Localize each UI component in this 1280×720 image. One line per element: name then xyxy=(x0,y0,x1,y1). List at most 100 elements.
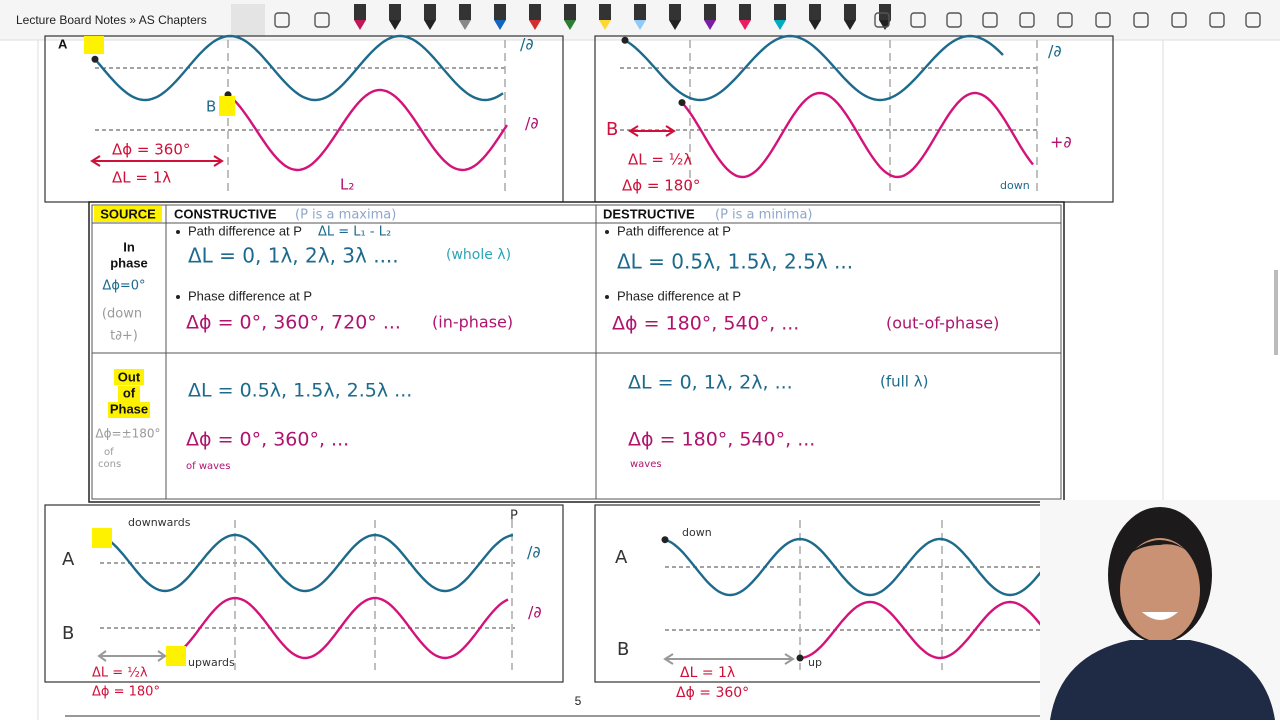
cell-text: Phase difference at P xyxy=(188,288,312,303)
cell-text: Δϕ = 0°, 360°, 720° ... xyxy=(186,312,401,334)
label: B xyxy=(62,623,74,644)
wave xyxy=(624,34,1004,102)
scrollbar[interactable] xyxy=(1274,270,1278,355)
pen-body xyxy=(774,4,786,20)
icon xyxy=(910,12,926,28)
label: ΔL = 1λ xyxy=(680,665,735,681)
label: +∂ xyxy=(1050,133,1072,152)
label: L₂ xyxy=(340,176,354,194)
pen-tool[interactable] xyxy=(669,4,681,30)
toolbar-button[interactable] xyxy=(1057,12,1073,28)
pen-body xyxy=(424,4,436,20)
icon xyxy=(314,12,330,28)
cell-text: Path difference at P xyxy=(188,223,302,238)
pen-tip xyxy=(634,20,646,30)
table-header: CONSTRUCTIVE xyxy=(174,206,277,221)
label: A xyxy=(58,36,68,51)
label: Δϕ = 360° xyxy=(676,685,749,701)
pen-tool[interactable] xyxy=(564,4,576,30)
pen-tip xyxy=(424,20,436,30)
wave xyxy=(101,533,514,593)
icon xyxy=(1171,12,1187,28)
pen-tip xyxy=(704,20,716,30)
toolbar-button[interactable] xyxy=(874,12,890,28)
row-label: of xyxy=(123,385,136,400)
row-note: of xyxy=(104,447,114,458)
wave xyxy=(681,91,1034,179)
pen-tip xyxy=(599,20,611,30)
pen-tool[interactable] xyxy=(809,4,821,30)
label: A xyxy=(62,549,75,570)
toolbar-button[interactable] xyxy=(1245,12,1261,28)
pen-body xyxy=(739,4,751,20)
label: /∂ xyxy=(520,35,534,54)
toolbar-button[interactable] xyxy=(314,12,330,28)
pen-body xyxy=(879,4,891,20)
comparison-table: SOURCE CONSTRUCTIVE (P is a maxima) DEST… xyxy=(88,201,1065,503)
pen-body xyxy=(389,4,401,20)
row-note: t∂+) xyxy=(110,329,138,344)
table-note: (P is a minima) xyxy=(715,208,813,223)
cell-text: waves xyxy=(630,459,662,470)
table-header: DESTRUCTIVE xyxy=(603,206,695,221)
pen-tool[interactable] xyxy=(529,4,541,30)
cell-text: Δϕ = 180°, 540°, ... xyxy=(628,429,815,451)
toolbar-button[interactable] xyxy=(274,12,290,28)
pen-body xyxy=(564,4,576,20)
pen-body xyxy=(599,4,611,20)
wave xyxy=(174,596,509,660)
icon xyxy=(1019,12,1035,28)
pen-tip xyxy=(389,20,401,30)
label: B xyxy=(606,119,618,140)
label: ΔL = ½λ xyxy=(92,666,148,681)
pen-tip xyxy=(844,20,856,30)
pen-tool[interactable] xyxy=(459,4,471,30)
pen-body xyxy=(634,4,646,20)
pen-body xyxy=(494,4,506,20)
icon xyxy=(946,12,962,28)
wave-dot xyxy=(796,654,804,662)
table-note: (P is a maxima) xyxy=(295,208,396,223)
toolbar-button[interactable] xyxy=(910,12,926,28)
pen-tool[interactable] xyxy=(354,4,366,30)
cell-text: Phase difference at P xyxy=(617,288,741,303)
pen-tip xyxy=(354,20,366,30)
label: P xyxy=(510,509,518,524)
toolbar-button[interactable] xyxy=(1171,12,1187,28)
toolbar-button[interactable] xyxy=(982,12,998,28)
toolbar-button[interactable] xyxy=(946,12,962,28)
label: downwards xyxy=(128,516,191,529)
pen-tool[interactable] xyxy=(389,4,401,30)
toolbar-button[interactable] xyxy=(1095,12,1111,28)
cell-text: ΔL = L₁ - L₂ xyxy=(318,225,391,240)
pen-tool[interactable] xyxy=(599,4,611,30)
pen-tool[interactable] xyxy=(634,4,646,30)
label: B xyxy=(206,98,216,116)
select-tool[interactable] xyxy=(231,4,265,36)
pen-tool[interactable] xyxy=(739,4,751,30)
breadcrumb[interactable]: Lecture Board Notes » AS Chapters xyxy=(16,13,207,27)
label: down xyxy=(1000,179,1030,192)
toolbar-button[interactable] xyxy=(1209,12,1225,28)
toolbar-button[interactable] xyxy=(1133,12,1149,28)
icon xyxy=(1095,12,1111,28)
pen-body xyxy=(704,4,716,20)
pen-tool[interactable] xyxy=(774,4,786,30)
pen-tool[interactable] xyxy=(494,4,506,30)
icon xyxy=(874,12,890,28)
webcam-overlay xyxy=(1040,500,1280,720)
wave xyxy=(664,537,1074,597)
pen-tool[interactable] xyxy=(424,4,436,30)
wave-dot xyxy=(91,55,99,63)
pen-tool[interactable] xyxy=(844,4,856,30)
toolbar-button[interactable] xyxy=(1019,12,1035,28)
page-number: 5 xyxy=(575,694,582,708)
pen-tool[interactable] xyxy=(704,4,716,30)
pen-tip xyxy=(529,20,541,30)
cell-text: ΔL = 0.5λ, 1.5λ, 2.5λ ... xyxy=(617,250,853,274)
pen-tool[interactable] xyxy=(879,4,891,30)
toolbar: Lecture Board Notes » AS Chapters xyxy=(0,0,1280,41)
cell-text: (out-of-phase) xyxy=(886,314,999,333)
wave xyxy=(799,600,1071,660)
